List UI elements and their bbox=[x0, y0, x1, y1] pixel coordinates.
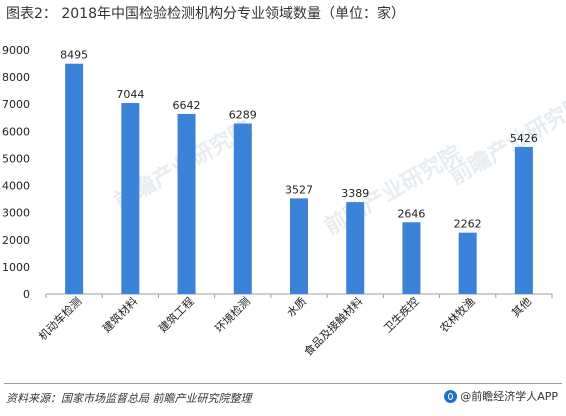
y-tick-label: 1000 bbox=[2, 261, 30, 274]
source-note: 资料来源：国家市场监督总局 前瞻产业研究院整理 bbox=[6, 392, 252, 405]
x-tick-label: 建筑工程 bbox=[156, 294, 197, 335]
brand-credit: @前瞻经济学人APP bbox=[444, 388, 558, 404]
bar bbox=[346, 202, 365, 294]
y-tick-label: 3000 bbox=[2, 207, 30, 220]
x-tick-label: 卫生疾控 bbox=[381, 294, 422, 335]
plot-area: 0 1000 2000 3000 4000 5000 6000 7000 8000 9000 849… bbox=[2, 44, 553, 359]
y-tick-label: 8000 bbox=[2, 71, 30, 84]
x-tick-label: 食品及接触材料 bbox=[301, 294, 365, 358]
y-tick-label: 6000 bbox=[2, 125, 30, 138]
y-tick-label: 5000 bbox=[2, 152, 30, 165]
bar bbox=[458, 232, 477, 294]
data-label: 8495 bbox=[60, 49, 88, 62]
data-label: 3389 bbox=[341, 187, 369, 200]
chart-title: 图表2： 2018年中国检验检测机构分专业领域数量（单位：家） bbox=[6, 6, 405, 22]
data-label: 7044 bbox=[116, 88, 144, 101]
x-tick-label: 农林牧渔 bbox=[437, 294, 478, 335]
brand-logo-icon bbox=[444, 389, 458, 403]
data-label: 3527 bbox=[285, 183, 313, 196]
x-tick-label: 建筑材料 bbox=[99, 294, 140, 335]
bar bbox=[121, 103, 140, 295]
brand-label: @前瞻经济学人APP bbox=[460, 390, 558, 403]
data-label: 2262 bbox=[454, 218, 482, 231]
data-label: 2646 bbox=[397, 207, 425, 220]
footer-divider bbox=[4, 383, 562, 384]
x-tick-label: 水质 bbox=[284, 295, 309, 320]
data-label: 6642 bbox=[173, 99, 201, 112]
bar bbox=[177, 113, 196, 294]
y-tick-label: 7000 bbox=[2, 98, 30, 111]
watermark-text: 前瞻产业研究院 bbox=[445, 91, 566, 191]
y-tick-label: 2000 bbox=[2, 234, 30, 247]
bar bbox=[65, 63, 84, 294]
bar bbox=[233, 123, 252, 294]
data-label: 5426 bbox=[510, 132, 538, 145]
bar bbox=[514, 146, 533, 294]
y-tick-label: 9000 bbox=[2, 44, 30, 57]
x-tick-label: 其他 bbox=[509, 295, 534, 320]
bar bbox=[402, 222, 421, 294]
data-label: 6289 bbox=[229, 108, 257, 121]
y-tick-label: 4000 bbox=[2, 180, 30, 193]
x-tick-label: 机动车检测 bbox=[35, 294, 84, 343]
y-tick-label: 0 bbox=[23, 288, 30, 301]
x-tick-label: 环境检测 bbox=[212, 294, 253, 335]
bar bbox=[290, 198, 308, 294]
